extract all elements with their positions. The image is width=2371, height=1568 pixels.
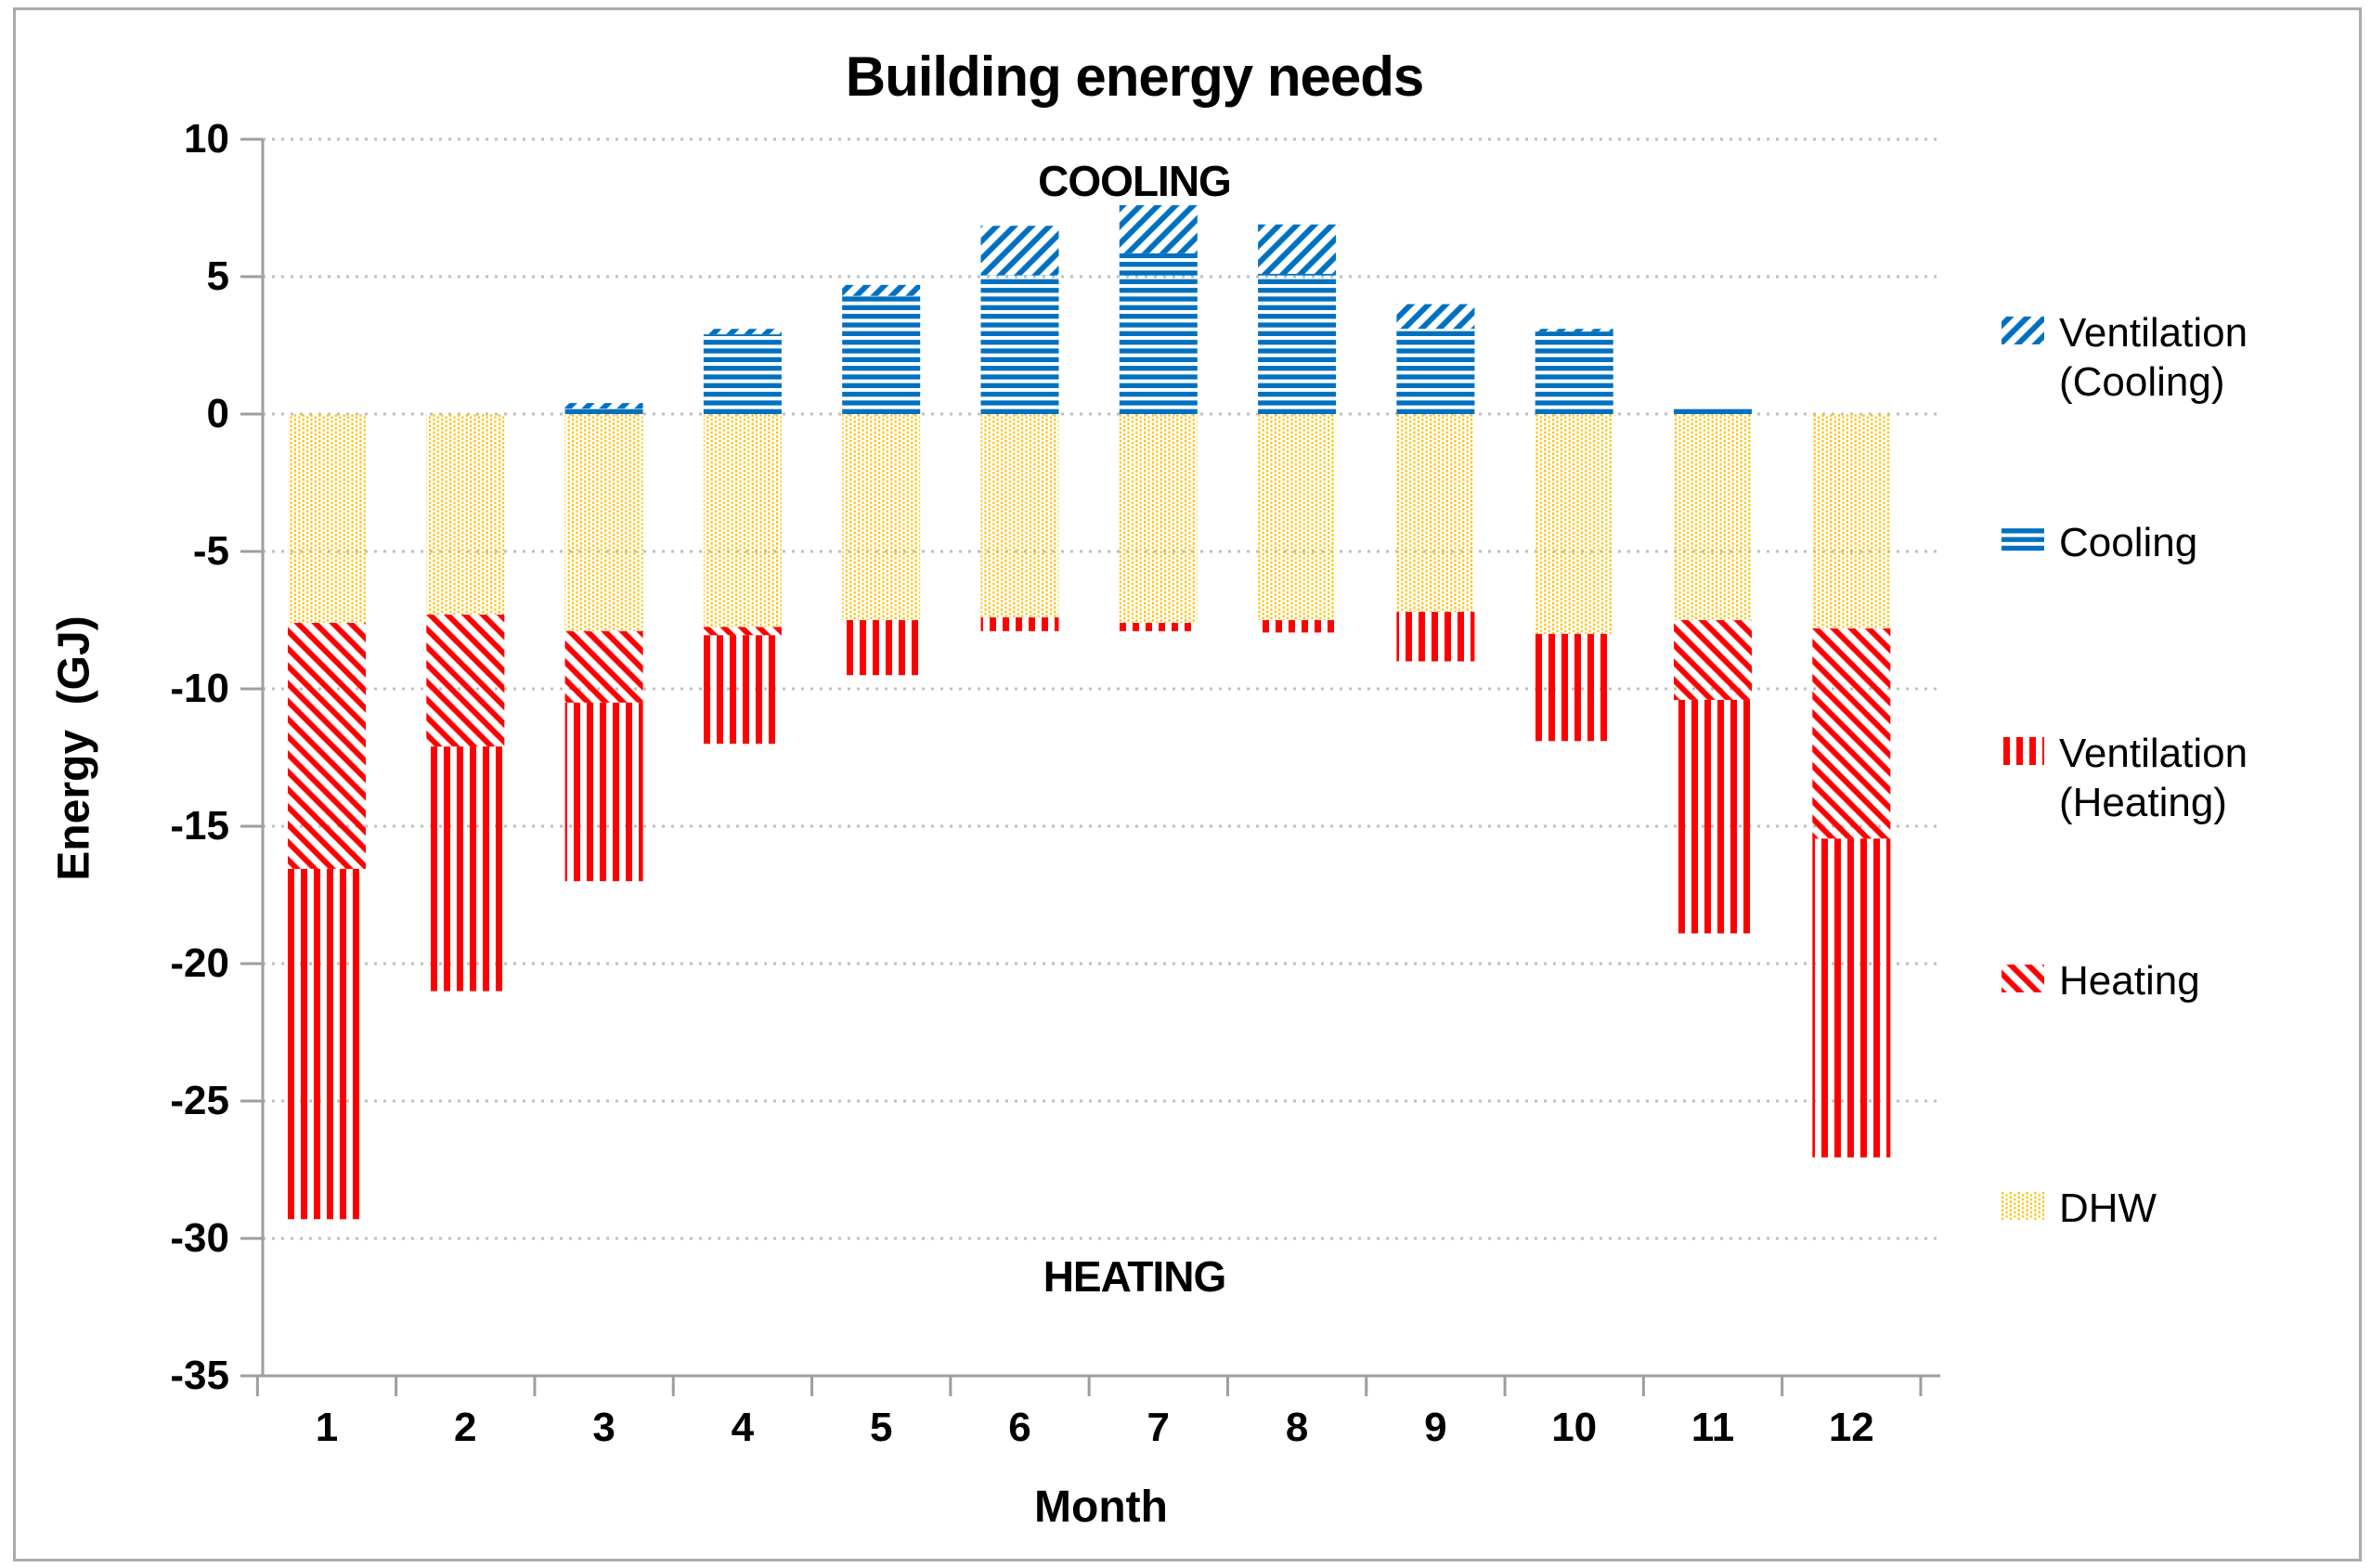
x-tick-label-11: 11: [1691, 1405, 1735, 1450]
bar-segment-ventilation-heating--m12[interactable]: [1812, 838, 1891, 1158]
bar-segment-cooling-m3[interactable]: [564, 408, 643, 414]
x-tick-label-2: 2: [454, 1405, 477, 1450]
x-axis-title: Month: [1034, 1483, 1168, 1532]
bar-segment-cooling-m6[interactable]: [980, 275, 1059, 414]
bar-segment-ventilation-cooling--m10[interactable]: [1535, 329, 1613, 332]
y-tick-label--5: -5: [192, 528, 229, 574]
y-tick-label--10: -10: [170, 666, 229, 711]
legend-swatch-dots-icon: [2002, 1192, 2044, 1220]
legend-swatch-horizontal-icon: [2002, 526, 2044, 554]
heating-zone-label: HEATING: [1043, 1252, 1227, 1301]
bar-segment-cooling-m10[interactable]: [1535, 331, 1613, 414]
bar-segment-heating-m4[interactable]: [703, 627, 782, 636]
bar-segment-ventilation-heating--m6[interactable]: [980, 617, 1059, 631]
x-tick-label-8: 8: [1285, 1405, 1309, 1450]
bar-segment-ventilation-heating--m1[interactable]: [288, 868, 366, 1220]
bar-segment-cooling-m4[interactable]: [703, 334, 782, 414]
legend-item-heating[interactable]: Heating: [2002, 956, 2354, 1005]
y-tick-label--35: -35: [170, 1353, 229, 1398]
y-tick-label-5: 5: [206, 253, 229, 299]
y-tick-label-10: 10: [184, 116, 229, 162]
bar-segment-ventilation-heating--m2[interactable]: [426, 746, 505, 991]
x-tick-label-10: 10: [1551, 1405, 1598, 1450]
bar-segment-dhw-m7[interactable]: [1119, 414, 1198, 623]
bar-segment-heating-m2[interactable]: [426, 615, 505, 747]
x-tick-label-6: 6: [1008, 1405, 1031, 1450]
bar-segment-ventilation-cooling--m4[interactable]: [703, 329, 782, 335]
bar-segment-ventilation-cooling--m7[interactable]: [1119, 205, 1198, 253]
bar-segment-dhw-m10[interactable]: [1535, 414, 1613, 634]
bar-segment-dhw-m2[interactable]: [426, 414, 505, 616]
x-tick-label-1: 1: [315, 1405, 339, 1450]
bar-segment-ventilation-heating--m3[interactable]: [564, 702, 643, 882]
legend-item-ventilation-cooling-[interactable]: Ventilation (Cooling): [2002, 308, 2354, 407]
chart-title[interactable]: Building energy needs: [845, 45, 1424, 108]
legend-item-cooling[interactable]: Cooling: [2002, 518, 2354, 567]
bar-segment-ventilation-heating--m9[interactable]: [1396, 612, 1475, 662]
bar-segment-dhw-m6[interactable]: [980, 414, 1059, 618]
bar-segment-ventilation-heating--m7[interactable]: [1119, 622, 1198, 631]
legend-item-ventilation-heating-[interactable]: Ventilation (Heating): [2002, 729, 2354, 827]
bar-segment-ventilation-heating--m11[interactable]: [1674, 699, 1752, 934]
bar-segment-dhw-m9[interactable]: [1396, 414, 1475, 613]
legend-swatch-vertical-icon: [2002, 737, 2044, 765]
y-tick-label--30: -30: [170, 1215, 229, 1261]
bar-segment-heating-m3[interactable]: [564, 630, 643, 703]
legend-swatch-diag-down-icon: [2002, 965, 2044, 992]
bar-segment-heating-m11[interactable]: [1674, 620, 1752, 700]
bar-segment-ventilation-cooling--m9[interactable]: [1396, 304, 1475, 330]
x-tick-label-4: 4: [731, 1405, 755, 1450]
bar-segment-ventilation-heating--m5[interactable]: [842, 620, 921, 676]
legend-label: Heating: [2059, 958, 2200, 1004]
bar-segment-cooling-m7[interactable]: [1119, 253, 1198, 414]
bar-segment-ventilation-cooling--m6[interactable]: [980, 226, 1059, 276]
bar-segment-ventilation-cooling--m3[interactable]: [564, 403, 643, 409]
gridlines: [263, 137, 1940, 1240]
bar-segment-dhw-m1[interactable]: [288, 414, 366, 623]
bar-segment-heating-m1[interactable]: [288, 622, 366, 869]
bars: [288, 205, 1891, 1220]
y-tick-label--20: -20: [170, 940, 229, 986]
legend-item-dhw[interactable]: DHW: [2002, 1184, 2354, 1233]
cooling-zone-label: COOLING: [1038, 157, 1232, 205]
legend-swatch-diag-up-icon: [2002, 317, 2044, 344]
bar-segment-dhw-m8[interactable]: [1258, 414, 1337, 620]
y-tick-label--15: -15: [170, 803, 229, 849]
x-tick-label-12: 12: [1828, 1405, 1874, 1450]
axes: [240, 137, 1940, 1396]
bar-segment-ventilation-heating--m10[interactable]: [1535, 633, 1613, 742]
bar-segment-ventilation-heating--m4[interactable]: [703, 635, 782, 745]
y-tick-label-0: 0: [206, 391, 229, 436]
legend-label: Ventilation (Heating): [2059, 731, 2248, 825]
bar-segment-dhw-m4[interactable]: [703, 414, 782, 628]
x-tick-label-5: 5: [869, 1405, 893, 1450]
bar-segment-cooling-m11[interactable]: [1674, 408, 1752, 414]
bar-segment-cooling-m5[interactable]: [842, 295, 921, 414]
bar-segment-ventilation-heating--m8[interactable]: [1258, 620, 1337, 633]
legend-label: DHW: [2059, 1186, 2157, 1231]
bar-segment-heating-m12[interactable]: [1812, 628, 1891, 839]
bar-segment-cooling-m8[interactable]: [1258, 274, 1337, 414]
bar-segment-dhw-m3[interactable]: [564, 414, 643, 631]
bar-segment-dhw-m11[interactable]: [1674, 414, 1752, 620]
bar-segment-dhw-m5[interactable]: [842, 414, 921, 620]
bar-segment-dhw-m12[interactable]: [1812, 414, 1891, 628]
bar-segment-ventilation-cooling--m5[interactable]: [842, 284, 921, 296]
x-tick-label-7: 7: [1147, 1405, 1171, 1450]
y-tick-label--25: -25: [170, 1078, 229, 1123]
legend-label: Ventilation (Cooling): [2059, 310, 2248, 405]
bar-segment-cooling-m9[interactable]: [1396, 329, 1475, 414]
legend-label: Cooling: [2059, 520, 2198, 565]
bar-segment-ventilation-cooling--m8[interactable]: [1258, 224, 1337, 275]
x-tick-label-3: 3: [592, 1405, 615, 1450]
x-tick-label-9: 9: [1424, 1405, 1447, 1450]
